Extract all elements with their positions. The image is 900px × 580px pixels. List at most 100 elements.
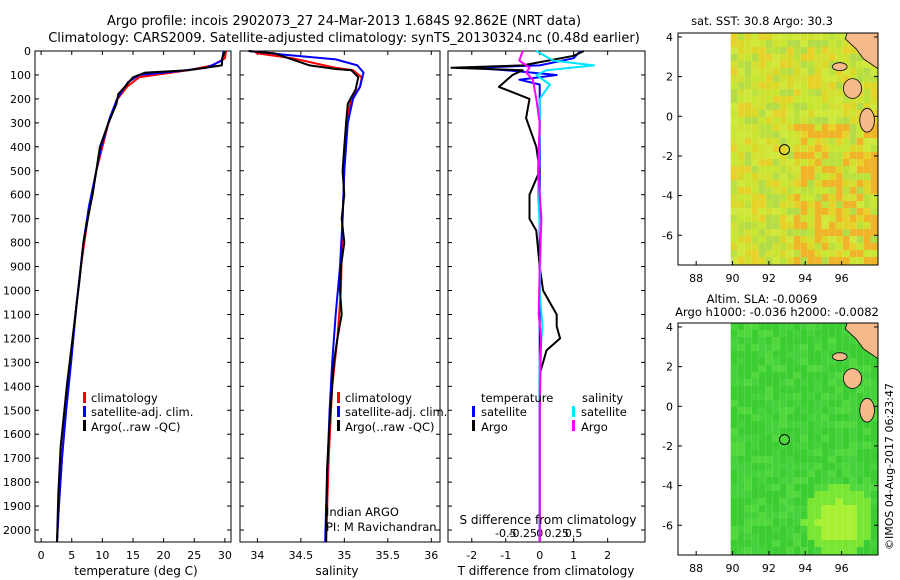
- map-cell: [835, 138, 843, 145]
- map-cell: [814, 250, 822, 257]
- map-cell: [779, 33, 787, 40]
- map-cell: [751, 250, 759, 257]
- map-cell: [842, 442, 850, 449]
- map-cell: [863, 61, 871, 68]
- map-cell: [765, 519, 773, 526]
- map-cell: [814, 159, 822, 166]
- map-cell: [870, 547, 878, 554]
- map-cell: [751, 124, 759, 131]
- map-cell: [821, 145, 829, 152]
- map-cell: [835, 358, 843, 365]
- map-cell: [744, 400, 752, 407]
- map-cell: [828, 505, 836, 512]
- map-cell: [758, 222, 766, 229]
- map-cell: [737, 110, 745, 117]
- map-cell: [807, 47, 815, 54]
- map-cell: [779, 330, 787, 337]
- map-cell: [863, 215, 871, 222]
- plot-frame: [34, 50, 232, 543]
- map-cell: [758, 145, 766, 152]
- map-cell: [870, 477, 878, 484]
- map-cell: [751, 257, 759, 264]
- map-cell: [821, 229, 829, 236]
- map-cell: [730, 180, 738, 187]
- x-tick-label: 20: [157, 549, 171, 562]
- legend-label: Argo(..raw -QC): [345, 420, 435, 434]
- map-cell: [751, 194, 759, 201]
- map-cell: [814, 414, 822, 421]
- map-cell: [751, 68, 759, 75]
- map-cell: [814, 173, 822, 180]
- map-cell: [814, 442, 822, 449]
- y-tick-label: 0: [666, 110, 673, 123]
- map-cell: [842, 526, 850, 533]
- map-cell: [737, 145, 745, 152]
- map-cell: [751, 407, 759, 414]
- map-cell: [842, 519, 850, 526]
- map-cell: [870, 145, 878, 152]
- map-cell: [800, 89, 808, 96]
- map-cell: [835, 215, 843, 222]
- map-cell: [779, 222, 787, 229]
- map-cell: [800, 236, 808, 243]
- map-cell: [793, 33, 801, 40]
- map-cell: [793, 138, 801, 145]
- map-cell: [842, 173, 850, 180]
- map-cell: [730, 117, 738, 124]
- map-cell: [737, 505, 745, 512]
- map-cell: [744, 407, 752, 414]
- map-cell: [751, 505, 759, 512]
- map-cell: [779, 40, 787, 47]
- map-cell: [849, 236, 857, 243]
- map-cell: [779, 463, 787, 470]
- map-cell: [856, 138, 864, 145]
- map-cell: [849, 344, 857, 351]
- map-cell: [807, 194, 815, 201]
- map-cell: [870, 428, 878, 435]
- map-cell: [765, 47, 773, 54]
- map-cell: [744, 138, 752, 145]
- map-cell: [786, 400, 794, 407]
- map-cell: [800, 152, 808, 159]
- map-cell: [821, 421, 829, 428]
- map-cell: [793, 477, 801, 484]
- map-cell: [821, 33, 829, 40]
- map-cell: [744, 124, 752, 131]
- map-cell: [821, 477, 829, 484]
- map-cell: [849, 68, 857, 75]
- map-cell: [814, 407, 822, 414]
- map-cell: [821, 449, 829, 456]
- legend-label: Argo: [481, 420, 508, 434]
- map-cell: [835, 323, 843, 330]
- map-cell: [807, 498, 815, 505]
- map-cell: [772, 540, 780, 547]
- map-cell: [779, 435, 787, 442]
- map-cell: [835, 344, 843, 351]
- map-cell: [779, 145, 787, 152]
- map-cell: [730, 75, 738, 82]
- map-cell: [730, 344, 738, 351]
- map-cell: [730, 187, 738, 194]
- map-cell: [863, 456, 871, 463]
- map-cell: [807, 117, 815, 124]
- map-cell: [737, 215, 745, 222]
- map-cell: [800, 379, 808, 386]
- map-cell: [772, 208, 780, 215]
- x-tick-label: -1: [500, 549, 511, 562]
- map-cell: [730, 435, 738, 442]
- map-cell: [737, 365, 745, 372]
- map-cell: [856, 208, 864, 215]
- map-cell: [814, 386, 822, 393]
- map-cell: [758, 229, 766, 236]
- island: [843, 368, 863, 389]
- map-cell: [758, 201, 766, 208]
- map-cell: [849, 442, 857, 449]
- series-line: [56, 50, 226, 543]
- map-cell: [821, 540, 829, 547]
- map-cell: [786, 33, 794, 40]
- map-cell: [730, 68, 738, 75]
- legend-swatch-argo: [83, 420, 86, 431]
- legend-swatch-satellite: [337, 406, 340, 417]
- map-cell: [807, 159, 815, 166]
- map-cell: [730, 505, 738, 512]
